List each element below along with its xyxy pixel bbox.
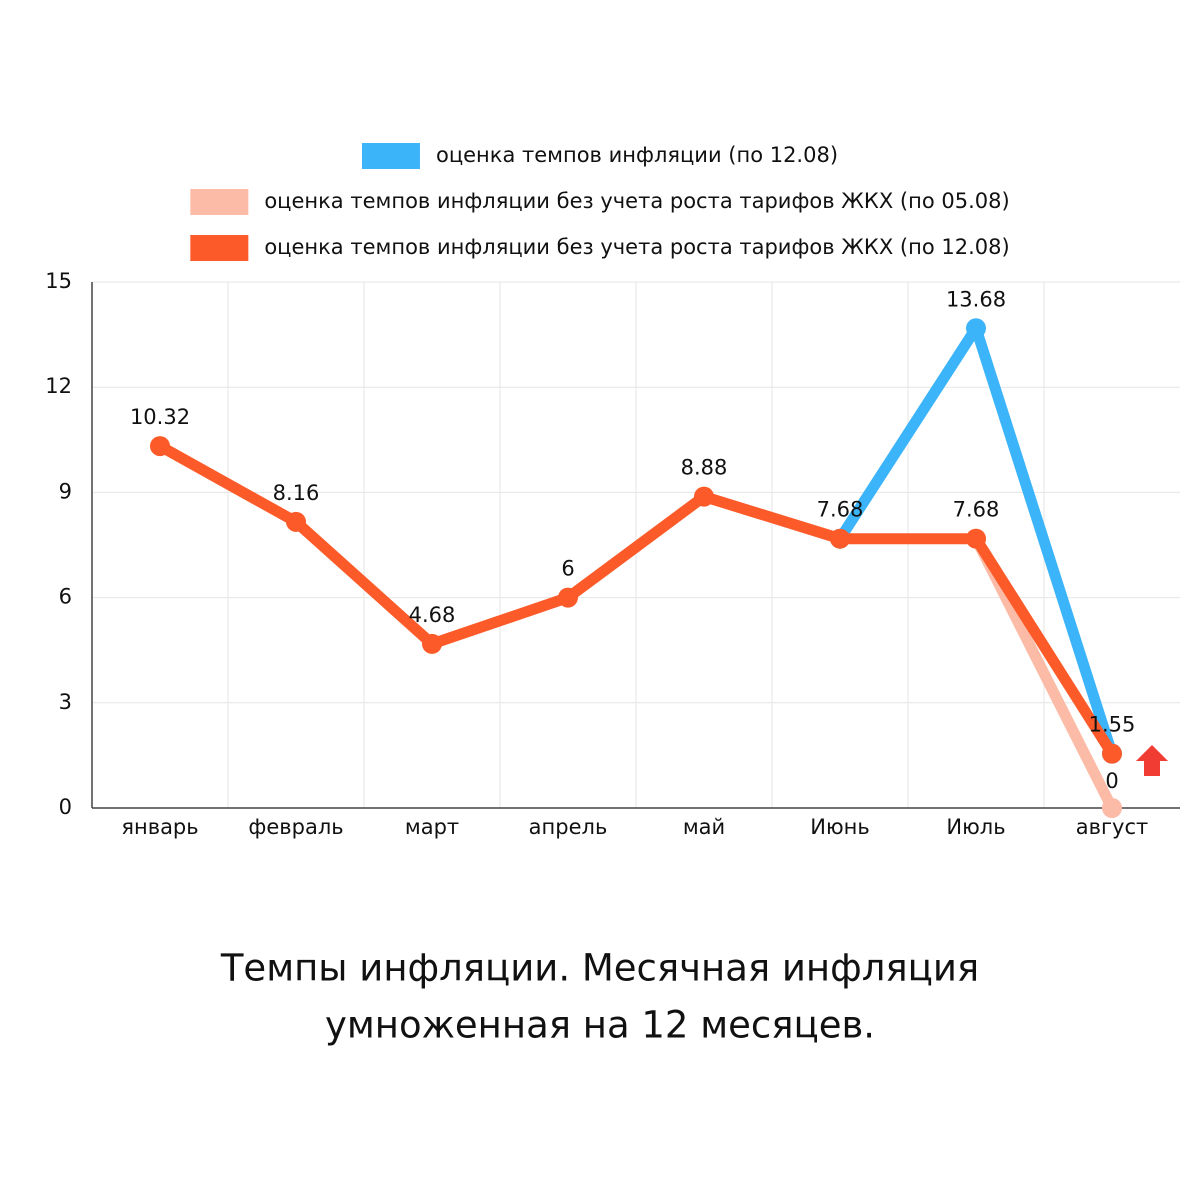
data-point <box>150 436 170 457</box>
y-tick-label: 12 <box>45 374 72 398</box>
legend-swatch <box>190 235 249 261</box>
data-label: 4.68 <box>409 603 456 627</box>
x-tick-label: январь <box>121 815 198 839</box>
data-point <box>830 528 850 549</box>
y-tick-label: 6 <box>59 585 72 609</box>
data-point <box>966 318 986 339</box>
legend-swatch <box>190 189 249 215</box>
x-tick-label: Июль <box>946 815 1005 839</box>
data-point <box>1102 743 1122 764</box>
x-tick-label: май <box>683 815 725 839</box>
x-tick-label: февраль <box>248 815 343 839</box>
data-label: 0 <box>1105 769 1118 793</box>
legend-item: оценка темпов инфляции без учета роста т… <box>190 235 1010 261</box>
legend-swatch <box>361 143 420 169</box>
data-label: 8.88 <box>681 456 728 480</box>
data-label: 6 <box>561 557 574 581</box>
chart-title: умноженная на 12 месяцев. <box>325 1004 875 1047</box>
y-tick-label: 15 <box>45 269 72 293</box>
data-label: 7.68 <box>953 498 1000 522</box>
chart-title: Темпы инфляции. Месячная инфляция <box>220 947 979 990</box>
data-point <box>422 633 442 654</box>
data-label: 13.68 <box>946 287 1006 311</box>
legend-label: оценка темпов инфляции без учета роста т… <box>264 235 1009 259</box>
x-tick-label: август <box>1076 815 1149 839</box>
up-arrow-icon <box>1136 745 1168 776</box>
data-point <box>1102 798 1122 818</box>
data-point <box>966 528 986 549</box>
legend-item: оценка темпов инфляции (по 12.08) <box>361 143 838 169</box>
data-point <box>694 486 714 507</box>
y-tick-label: 0 <box>59 795 72 819</box>
data-point <box>558 587 578 608</box>
plot <box>150 318 1122 818</box>
data-point <box>286 511 306 532</box>
x-tick-label: апрель <box>529 815 608 839</box>
data-label: 1.55 <box>1089 713 1136 737</box>
x-tick-label: Июнь <box>810 815 870 839</box>
legend-label: оценка темпов инфляции без учета роста т… <box>264 189 1009 213</box>
data-label: 10.32 <box>130 405 190 429</box>
data-label: 8.16 <box>273 481 320 505</box>
series-line <box>157 441 1117 757</box>
y-tick-label: 9 <box>59 479 72 503</box>
legend-item: оценка темпов инфляции без учета роста т… <box>190 189 1010 215</box>
legend-label: оценка темпов инфляции (по 12.08) <box>436 143 838 167</box>
x-tick-label: март <box>405 815 459 839</box>
y-tick-label: 3 <box>59 690 72 714</box>
data-label: 7.68 <box>817 498 864 522</box>
